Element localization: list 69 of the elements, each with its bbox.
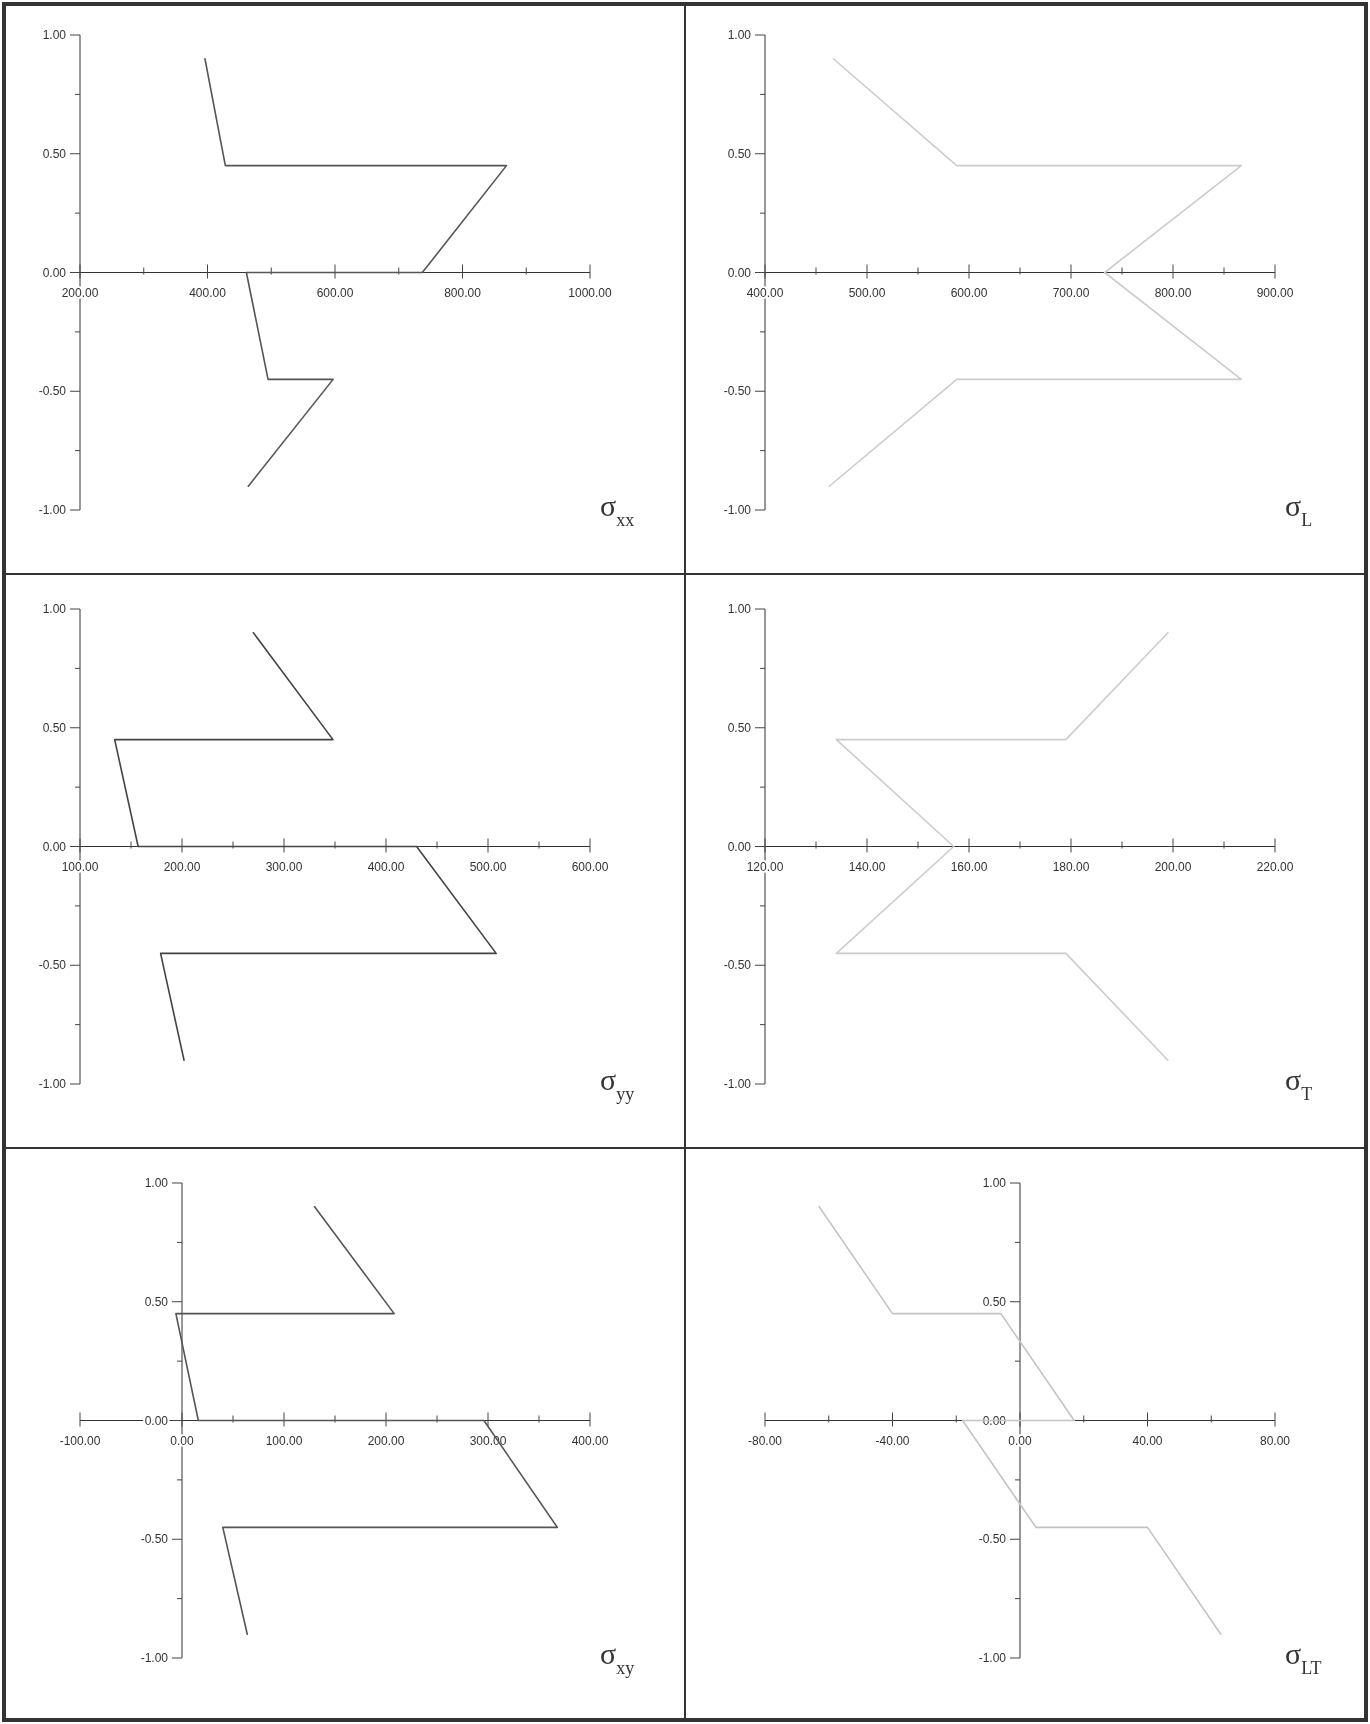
- x-tick-label: 700.00: [1052, 285, 1090, 300]
- x-tick-label: 200.00: [163, 859, 201, 874]
- x-tick-label: 180.00: [1052, 859, 1090, 874]
- y-tick-label: 1.00: [727, 602, 752, 616]
- x-tick-label: 800.00: [1154, 285, 1192, 300]
- y-tick-label: 0.00: [727, 839, 752, 854]
- text: σ$_{xx}$: [600, 489, 635, 530]
- x-tick-label: 160.00: [950, 859, 988, 874]
- y-tick-label: 1.00: [727, 28, 752, 42]
- y-tick-label: 0.50: [982, 1294, 1007, 1309]
- y-tick-label: -1.00: [978, 1651, 1007, 1665]
- y-tick-label: -1.00: [723, 1077, 752, 1091]
- line-series: [818, 1205, 1222, 1636]
- x-tick-label: 900.00: [1256, 285, 1294, 300]
- y-tick-label: 1.00: [42, 602, 67, 616]
- x-tick-label: 200.00: [61, 285, 99, 300]
- x-tick-label: 200.00: [367, 1433, 405, 1448]
- y-tick-label: -0.50: [978, 1532, 1007, 1547]
- x-tick-label: 1000.00: [568, 285, 613, 300]
- x-tick-label: 300.00: [265, 859, 303, 874]
- x-tick-label: 500.00: [469, 859, 507, 874]
- y-tick-label: 1.00: [144, 1176, 169, 1190]
- y-tick-label: -0.50: [723, 958, 752, 973]
- y-tick-label: -0.50: [38, 958, 67, 973]
- y-tick-label: 1.00: [42, 28, 67, 42]
- x-tick-label: -100.00: [59, 1433, 101, 1448]
- x-tick-label: 400.00: [571, 1433, 609, 1448]
- x-tick-label: 100.00: [265, 1433, 303, 1448]
- x-tick-label: -80.00: [747, 1433, 783, 1448]
- y-tick-label: 0.50: [727, 720, 752, 735]
- y-tick-label: 0.50: [42, 720, 67, 735]
- x-tick-label: 200.00: [1154, 859, 1192, 874]
- x-tick-label: 100.00: [61, 859, 99, 874]
- y-tick-label: 1.00: [982, 1176, 1007, 1190]
- x-tick-label: 220.00: [1256, 859, 1294, 874]
- x-tick-label: 40.00: [1132, 1433, 1163, 1448]
- y-tick-label: 0.00: [42, 839, 67, 854]
- y-tick-label: -0.50: [140, 1532, 169, 1547]
- x-tick-label: 120.00: [746, 859, 784, 874]
- line-series: [828, 57, 1243, 488]
- x-tick-label: 500.00: [848, 285, 886, 300]
- y-tick-label: -1.00: [140, 1651, 169, 1665]
- y-tick-label: 0.50: [727, 146, 752, 161]
- x-tick-label: 140.00: [848, 859, 886, 874]
- x-tick-label: 400.00: [746, 285, 784, 300]
- y-tick-label: -1.00: [38, 1077, 67, 1091]
- y-tick-label: 0.50: [42, 146, 67, 161]
- y-tick-label: -0.50: [723, 384, 752, 399]
- y-tick-label: -1.00: [723, 503, 752, 517]
- x-tick-label: 600.00: [950, 285, 988, 300]
- x-tick-label: 600.00: [571, 859, 609, 874]
- x-tick-label: 80.00: [1259, 1433, 1291, 1448]
- y-tick-label: -1.00: [38, 503, 67, 517]
- text: σ$_{LT}$: [1285, 1637, 1322, 1678]
- text: σ$_{xy}$: [600, 1637, 635, 1678]
- x-tick-label: 600.00: [316, 285, 354, 300]
- text: σ$_{T}$: [1285, 1063, 1313, 1104]
- x-tick-label: 400.00: [367, 859, 405, 874]
- y-tick-label: 0.50: [144, 1294, 169, 1309]
- x-tick-label: -40.00: [875, 1433, 910, 1448]
- y-tick-label: 0.00: [727, 265, 752, 280]
- y-tick-label: 0.00: [42, 265, 67, 280]
- text: σ$_{yy}$: [600, 1063, 635, 1104]
- y-tick-label: -0.50: [38, 384, 67, 399]
- x-tick-label: 800.00: [444, 285, 482, 300]
- x-tick-label: 0.00: [170, 1433, 194, 1448]
- x-tick-label: 400.00: [189, 285, 227, 300]
- x-tick-label: 0.00: [1008, 1433, 1032, 1448]
- text: σ$_{L}$: [1285, 489, 1313, 530]
